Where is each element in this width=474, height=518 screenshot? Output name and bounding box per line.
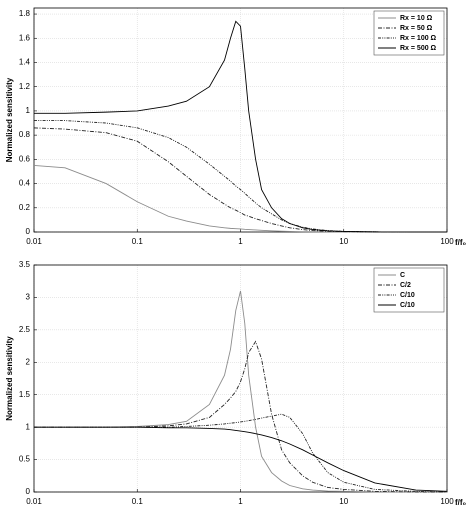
y-tick-label: 1.5	[19, 390, 31, 399]
chart: 0 0.2 0.4 0.6 0.8 1 1.2 1.4 1.6 1.8 0.01 0.1 1 10 100 f…	[5, 7, 467, 247]
y-tick-label: 0.2	[19, 203, 31, 212]
x-tick-label: 100	[440, 497, 454, 506]
x-tick-label: 10	[339, 237, 348, 246]
series-line	[33, 164, 447, 233]
x-tick-label: 1	[238, 237, 243, 246]
y-tick-label: 3	[26, 293, 31, 302]
x-tick-label: 1	[238, 497, 243, 506]
y-tick-label: 0.6	[19, 154, 31, 163]
y-tick-label: 0	[26, 487, 31, 496]
legend-label: C/2	[400, 282, 411, 289]
x-tick-label: 0.1	[132, 497, 144, 506]
x-tick-label: 0.01	[26, 497, 42, 506]
x-tick-label: 100	[440, 237, 454, 246]
legend-label: Rx = 500 Ω	[400, 45, 437, 52]
series-line	[34, 340, 447, 493]
x-axis-label: f/f₀	[455, 238, 467, 247]
axes-frame	[33, 264, 448, 493]
y-tick-label: 1	[26, 422, 31, 431]
legend-label: C/10	[400, 292, 415, 299]
y-tick-label: 2	[26, 357, 31, 366]
axes-frame	[33, 7, 448, 233]
y-tick-label: 1.8	[19, 9, 31, 18]
legend-label: Rx = 10 Ω	[400, 15, 433, 22]
series-line	[34, 290, 447, 493]
y-tick-label: 0	[26, 227, 31, 236]
legend-label: C/10	[400, 302, 415, 309]
y-tick-label: 0.8	[19, 130, 31, 139]
y-tick-label: 1.4	[19, 58, 31, 67]
y-tick-label: 1	[26, 106, 31, 115]
y-tick-label: 0.5	[19, 455, 31, 464]
x-tick-label: 0.01	[26, 237, 42, 246]
x-tick-label: 10	[339, 497, 348, 506]
legend-label: C	[400, 272, 405, 279]
legend-label: Rx = 100 Ω	[400, 35, 437, 42]
series-line	[34, 20, 447, 233]
legend-label: Rx = 50 Ω	[400, 25, 433, 32]
y-axis-label: Normalized sensitivity	[5, 77, 14, 162]
y-axis-label: Normalized sensitivity	[5, 336, 14, 421]
x-axis-label: f/f₀	[455, 498, 467, 507]
series-line	[34, 426, 448, 492]
y-tick-label: 1.6	[19, 33, 31, 42]
series-line	[34, 413, 448, 493]
y-tick-label: 0.4	[19, 179, 31, 188]
y-tick-label: 2.5	[19, 325, 31, 334]
series-line	[34, 120, 447, 233]
chart: 0 0.5 1 1.5 2 2.5 3 3.5 0.01 0.1 1 10 100 f/f₀ Normali…	[5, 260, 466, 507]
y-tick-label: 3.5	[19, 260, 31, 269]
x-tick-label: 0.1	[132, 237, 144, 246]
series-line	[33, 127, 447, 233]
y-tick-label: 1.2	[19, 82, 31, 91]
